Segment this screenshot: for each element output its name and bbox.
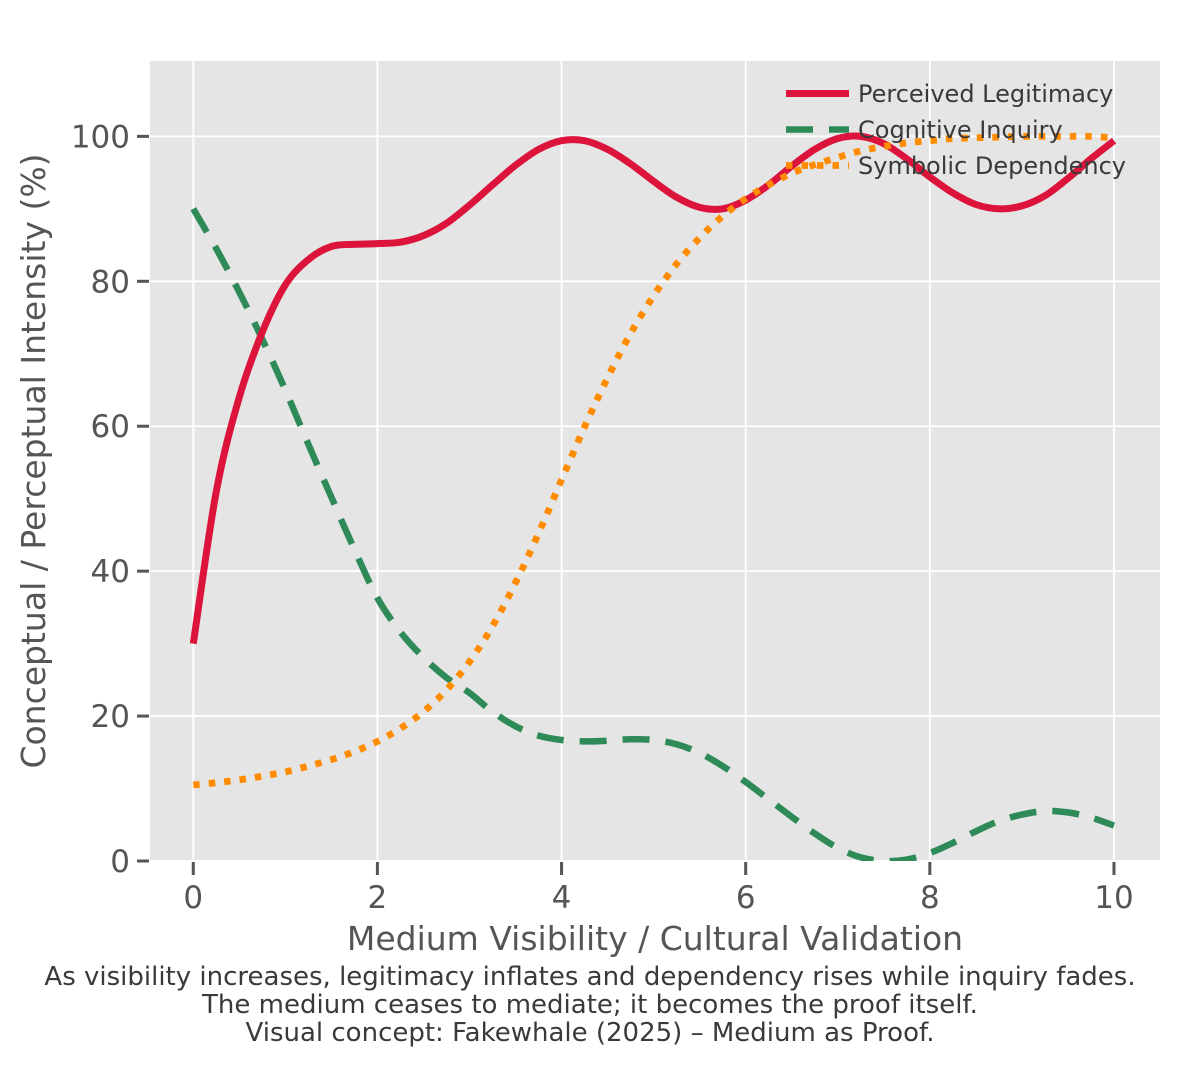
y-tick-label: 100	[71, 119, 130, 155]
y-tick-label: 0	[110, 844, 130, 880]
cognitive-inquiry-curve	[190, 207, 1116, 861]
x-tick-label: 4	[552, 880, 572, 916]
cognitive-inquiry-legend-label: Cognitive Inquiry	[858, 116, 1063, 144]
caption-line-3: Visual concept: Fakewhale (2025) – Mediu…	[246, 1018, 935, 1048]
x-axis-label: Medium Visibility / Cultural Validation	[347, 919, 963, 958]
legend: Perceived Legitimacy Cognitive Inquiry S…	[786, 80, 1126, 180]
x-tick-label: 0	[183, 880, 203, 916]
caption-line-2: The medium ceases to mediate; it becomes…	[201, 990, 978, 1020]
x-tick-label: 2	[368, 880, 388, 916]
perceived-legitimacy-curve	[189, 132, 1117, 645]
curves	[189, 132, 1117, 861]
caption-block: As visibility increases, legitimacy infl…	[44, 962, 1135, 1048]
y-tick-label: 20	[91, 699, 130, 735]
symbolic-dependency-curve	[193, 132, 1115, 789]
tick-marks	[137, 134, 1116, 875]
x-tick-label: 10	[1094, 880, 1133, 916]
perceived-legitimacy-legend-label: Perceived Legitimacy	[858, 80, 1113, 108]
gridlines	[150, 61, 1160, 862]
y-axis-label: Conceptual / Perceptual Intensity (%)	[14, 153, 53, 768]
x-tick-label: 8	[920, 880, 940, 916]
y-tick-label: 40	[91, 554, 130, 590]
x-tick-label: 6	[736, 880, 756, 916]
y-tick-label: 60	[91, 409, 130, 445]
caption-line-1: As visibility increases, legitimacy infl…	[44, 962, 1135, 992]
x-tick-labels: 0 2 4 6 8 10	[183, 880, 1133, 916]
symbolic-dependency-legend-label: Symbolic Dependency	[858, 152, 1126, 180]
y-tick-label: 80	[91, 264, 130, 300]
y-tick-labels: 0 20 40 60 80 100	[71, 119, 130, 880]
